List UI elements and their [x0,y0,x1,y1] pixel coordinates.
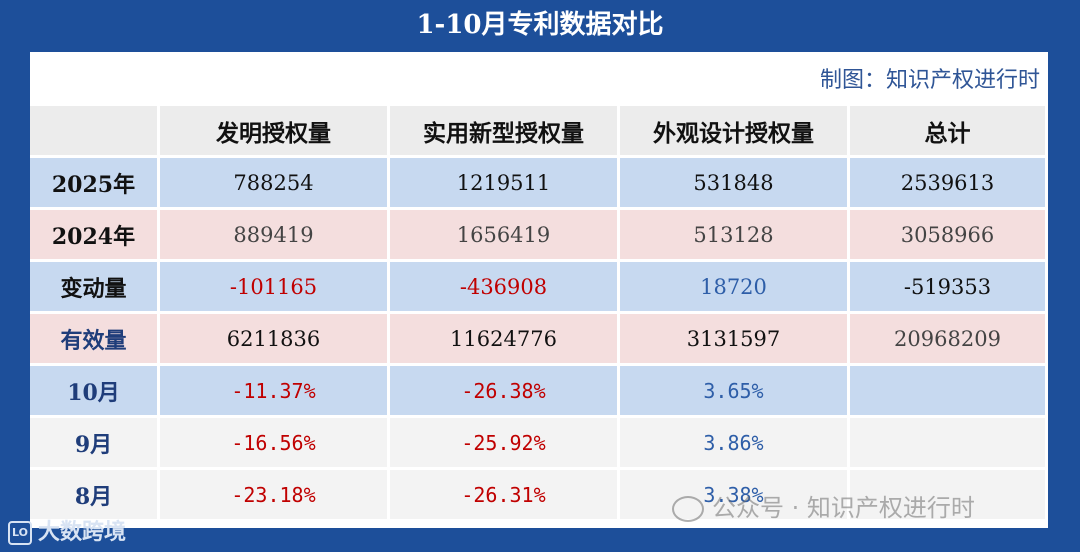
table-cell: 3058966 [850,210,1048,262]
wechat-icon [672,496,704,522]
data-table: 发明授权量 实用新型授权量 外观设计授权量 总计 2025年 788254 12… [30,106,1048,522]
table-cell: 513128 [620,210,850,262]
table-cell: 531848 [620,158,850,210]
table-cell [850,418,1048,470]
table-cell: -26.38% [390,366,620,418]
row-label: 8月 [30,470,160,522]
table-cell: 3.38% [620,470,850,522]
table-cell: 11624776 [390,314,620,366]
header-cell-utility: 实用新型授权量 [390,106,620,158]
table-cell: 1656419 [390,210,620,262]
row-label: 2024年 [30,210,160,262]
table-cell: -25.92% [390,418,620,470]
table-cell: 20968209 [850,314,1048,366]
brand-logo: LO 大数跨境 [8,518,126,548]
table-panel: 制图：知识产权进行时 发明授权量 实用新型授权量 外观设计授权量 总计 2025… [30,52,1048,528]
table-cell: -16.56% [160,418,390,470]
table-cell: -436908 [390,262,620,314]
watermark: 公众号 · 知识产权进行时 [672,490,975,526]
logo-mark-icon: LO [8,521,32,545]
table-cell: 3.86% [620,418,850,470]
table-cell: -26.31% [390,470,620,522]
header-cell-invention: 发明授权量 [160,106,390,158]
header-cell-corner [30,106,160,158]
table-cell: -11.37% [160,366,390,418]
table-cell: 6211836 [160,314,390,366]
table-cell: 2539613 [850,158,1048,210]
row-label: 9月 [30,418,160,470]
table-cell: 18720 [620,262,850,314]
table-cell: 788254 [160,158,390,210]
table-cell [850,470,1048,522]
table-cell: -101165 [160,262,390,314]
table-cell: 889419 [160,210,390,262]
watermark-text: 公众号 · 知识产权进行时 [712,494,975,522]
row-label: 变动量 [30,262,160,314]
logo-text: 大数跨境 [38,520,127,545]
table-cell: 3131597 [620,314,850,366]
table-cell: 1219511 [390,158,620,210]
row-label: 10月 [30,366,160,418]
chart-title: 1-10月专利数据对比 [416,10,664,40]
table-cell: -23.18% [160,470,390,522]
header-cell-design: 外观设计授权量 [620,106,850,158]
table-cell: 3.65% [620,366,850,418]
table-cell: -519353 [850,262,1048,314]
table-cell [850,366,1048,418]
credit-label: 制图：知识产权进行时 [819,68,1040,93]
header-cell-total: 总计 [850,106,1048,158]
row-label: 2025年 [30,158,160,210]
row-label: 有效量 [30,314,160,366]
